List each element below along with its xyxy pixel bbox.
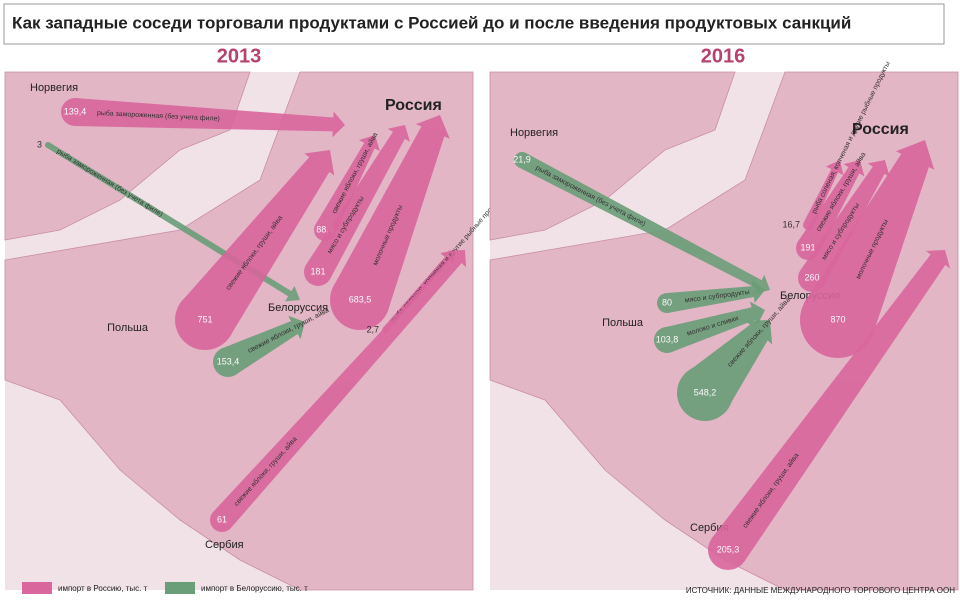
arrow-body	[305, 125, 410, 280]
country-label: Польша	[107, 322, 149, 334]
flow-value: 870	[830, 314, 845, 324]
flow-source	[677, 365, 733, 421]
arrow-body	[315, 135, 380, 236]
flow-source	[654, 327, 680, 353]
title: Как западные соседи торговали продуктами…	[12, 13, 851, 32]
flow-value: 181	[310, 266, 325, 276]
flow-source	[213, 347, 243, 377]
map-land	[489, 71, 736, 241]
flow-source	[61, 98, 89, 126]
title-box	[3, 3, 945, 45]
arrow-body	[332, 115, 450, 312]
flow-source	[175, 290, 235, 350]
flow-value: 16,7	[782, 219, 800, 229]
flow-value: 205,3	[717, 544, 740, 554]
source: ИСТОЧНИК: ДАННЫЕ МЕЖДУНАРОДНОГО ТОРГОВОГ…	[686, 586, 955, 595]
flow-value: 3	[37, 139, 42, 149]
flow-value: 139,4	[64, 106, 87, 116]
flow-value: 61	[217, 514, 227, 524]
flow-arrow: 80 мясо и субпродукты	[657, 280, 765, 313]
flow-value: 260	[804, 272, 819, 282]
flow-value: 548,2	[694, 387, 717, 397]
flow-value: 153,4	[217, 356, 240, 366]
flow-source	[514, 152, 530, 168]
arrow-body	[800, 160, 890, 286]
arrow-body	[180, 150, 335, 338]
country-label: Белоруссия	[268, 302, 328, 314]
flow-value: 751	[197, 314, 212, 324]
legend-swatch	[22, 582, 52, 594]
arrow-body	[663, 301, 765, 353]
legend-label: импорт в Россию, тыс. т	[58, 584, 148, 593]
flow-source	[210, 508, 234, 532]
arrow-body	[797, 160, 865, 255]
flow-value: 191	[800, 242, 815, 252]
country-label: Польша	[602, 317, 644, 329]
flow-source	[657, 293, 677, 313]
flow-arrow: 139,4 рыба замороженная (без учета филе)	[61, 98, 345, 138]
flow-value: 21,9	[513, 154, 531, 164]
country-label: Сербия	[205, 539, 244, 551]
legend-swatch	[165, 582, 195, 594]
flow-value: 88,4	[316, 224, 334, 234]
country-label: Норвегия	[510, 127, 558, 139]
arrow-body	[74, 98, 345, 138]
year: 2013	[217, 45, 262, 67]
country-label: Норвегия	[30, 82, 78, 94]
arrow-body	[665, 280, 765, 313]
flow-value: 103,8	[656, 334, 679, 344]
flow-source	[330, 270, 390, 330]
flow-source	[45, 142, 51, 148]
arrow-body	[213, 250, 467, 529]
arrow-body	[711, 250, 951, 562]
year: 2016	[701, 45, 746, 67]
flow-source	[800, 282, 876, 358]
country-label: Россия	[385, 97, 442, 114]
flow-source	[304, 258, 332, 286]
flow-value: 2,7	[366, 324, 379, 334]
arrow-body	[518, 152, 770, 294]
country-label: Россия	[852, 121, 909, 138]
flow-value: 683,5	[349, 294, 372, 304]
flow-value: 80	[662, 297, 672, 307]
legend-label: импорт в Белоруссию, тыс. т	[201, 584, 308, 593]
arrow-body	[803, 160, 844, 228]
flow-source	[708, 530, 748, 570]
